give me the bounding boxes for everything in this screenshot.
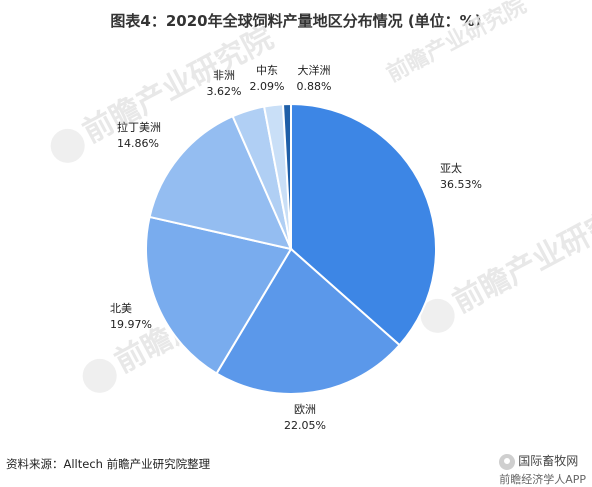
slice-label: 亚太 <box>440 162 462 175</box>
slice-value-label: 0.88% <box>297 80 332 93</box>
brand-mark: 国际畜牧网 前瞻经济学人APP <box>499 452 586 487</box>
chart-title: 图表4：2020年全球饲料产量地区分布情况 (单位：%) <box>110 12 482 30</box>
slice-label: 北美 <box>110 302 132 315</box>
slice-label: 拉丁美洲 <box>117 120 161 134</box>
slice-value-label: 3.62% <box>207 85 242 98</box>
slice-label: 欧洲 <box>294 403 316 416</box>
pie-slice-3 <box>145 215 293 375</box>
pie-slice-2 <box>215 247 402 395</box>
slice-value-label: 14.86% <box>117 137 159 150</box>
brand-name: 国际畜牧网 <box>518 454 579 468</box>
slice-label: 非洲 <box>213 69 235 82</box>
pie-slice-1 <box>290 102 437 347</box>
source-note: 资料来源：Alltech 前瞻产业研究院整理 <box>6 457 211 471</box>
pie-slice-7 <box>281 102 292 250</box>
brand-sub: 前瞻经济学人APP <box>499 472 586 486</box>
slice-label: 中东 <box>256 64 278 77</box>
slice-label: 大洋洲 <box>298 63 331 77</box>
slice-value-label: 22.05% <box>284 419 326 432</box>
slice-value-label: 19.97% <box>110 318 152 331</box>
wechat-icon <box>499 453 516 470</box>
slice-value-label: 36.53% <box>440 178 482 191</box>
slice-value-label: 2.09% <box>250 80 285 93</box>
pie-slice-4 <box>148 114 293 251</box>
